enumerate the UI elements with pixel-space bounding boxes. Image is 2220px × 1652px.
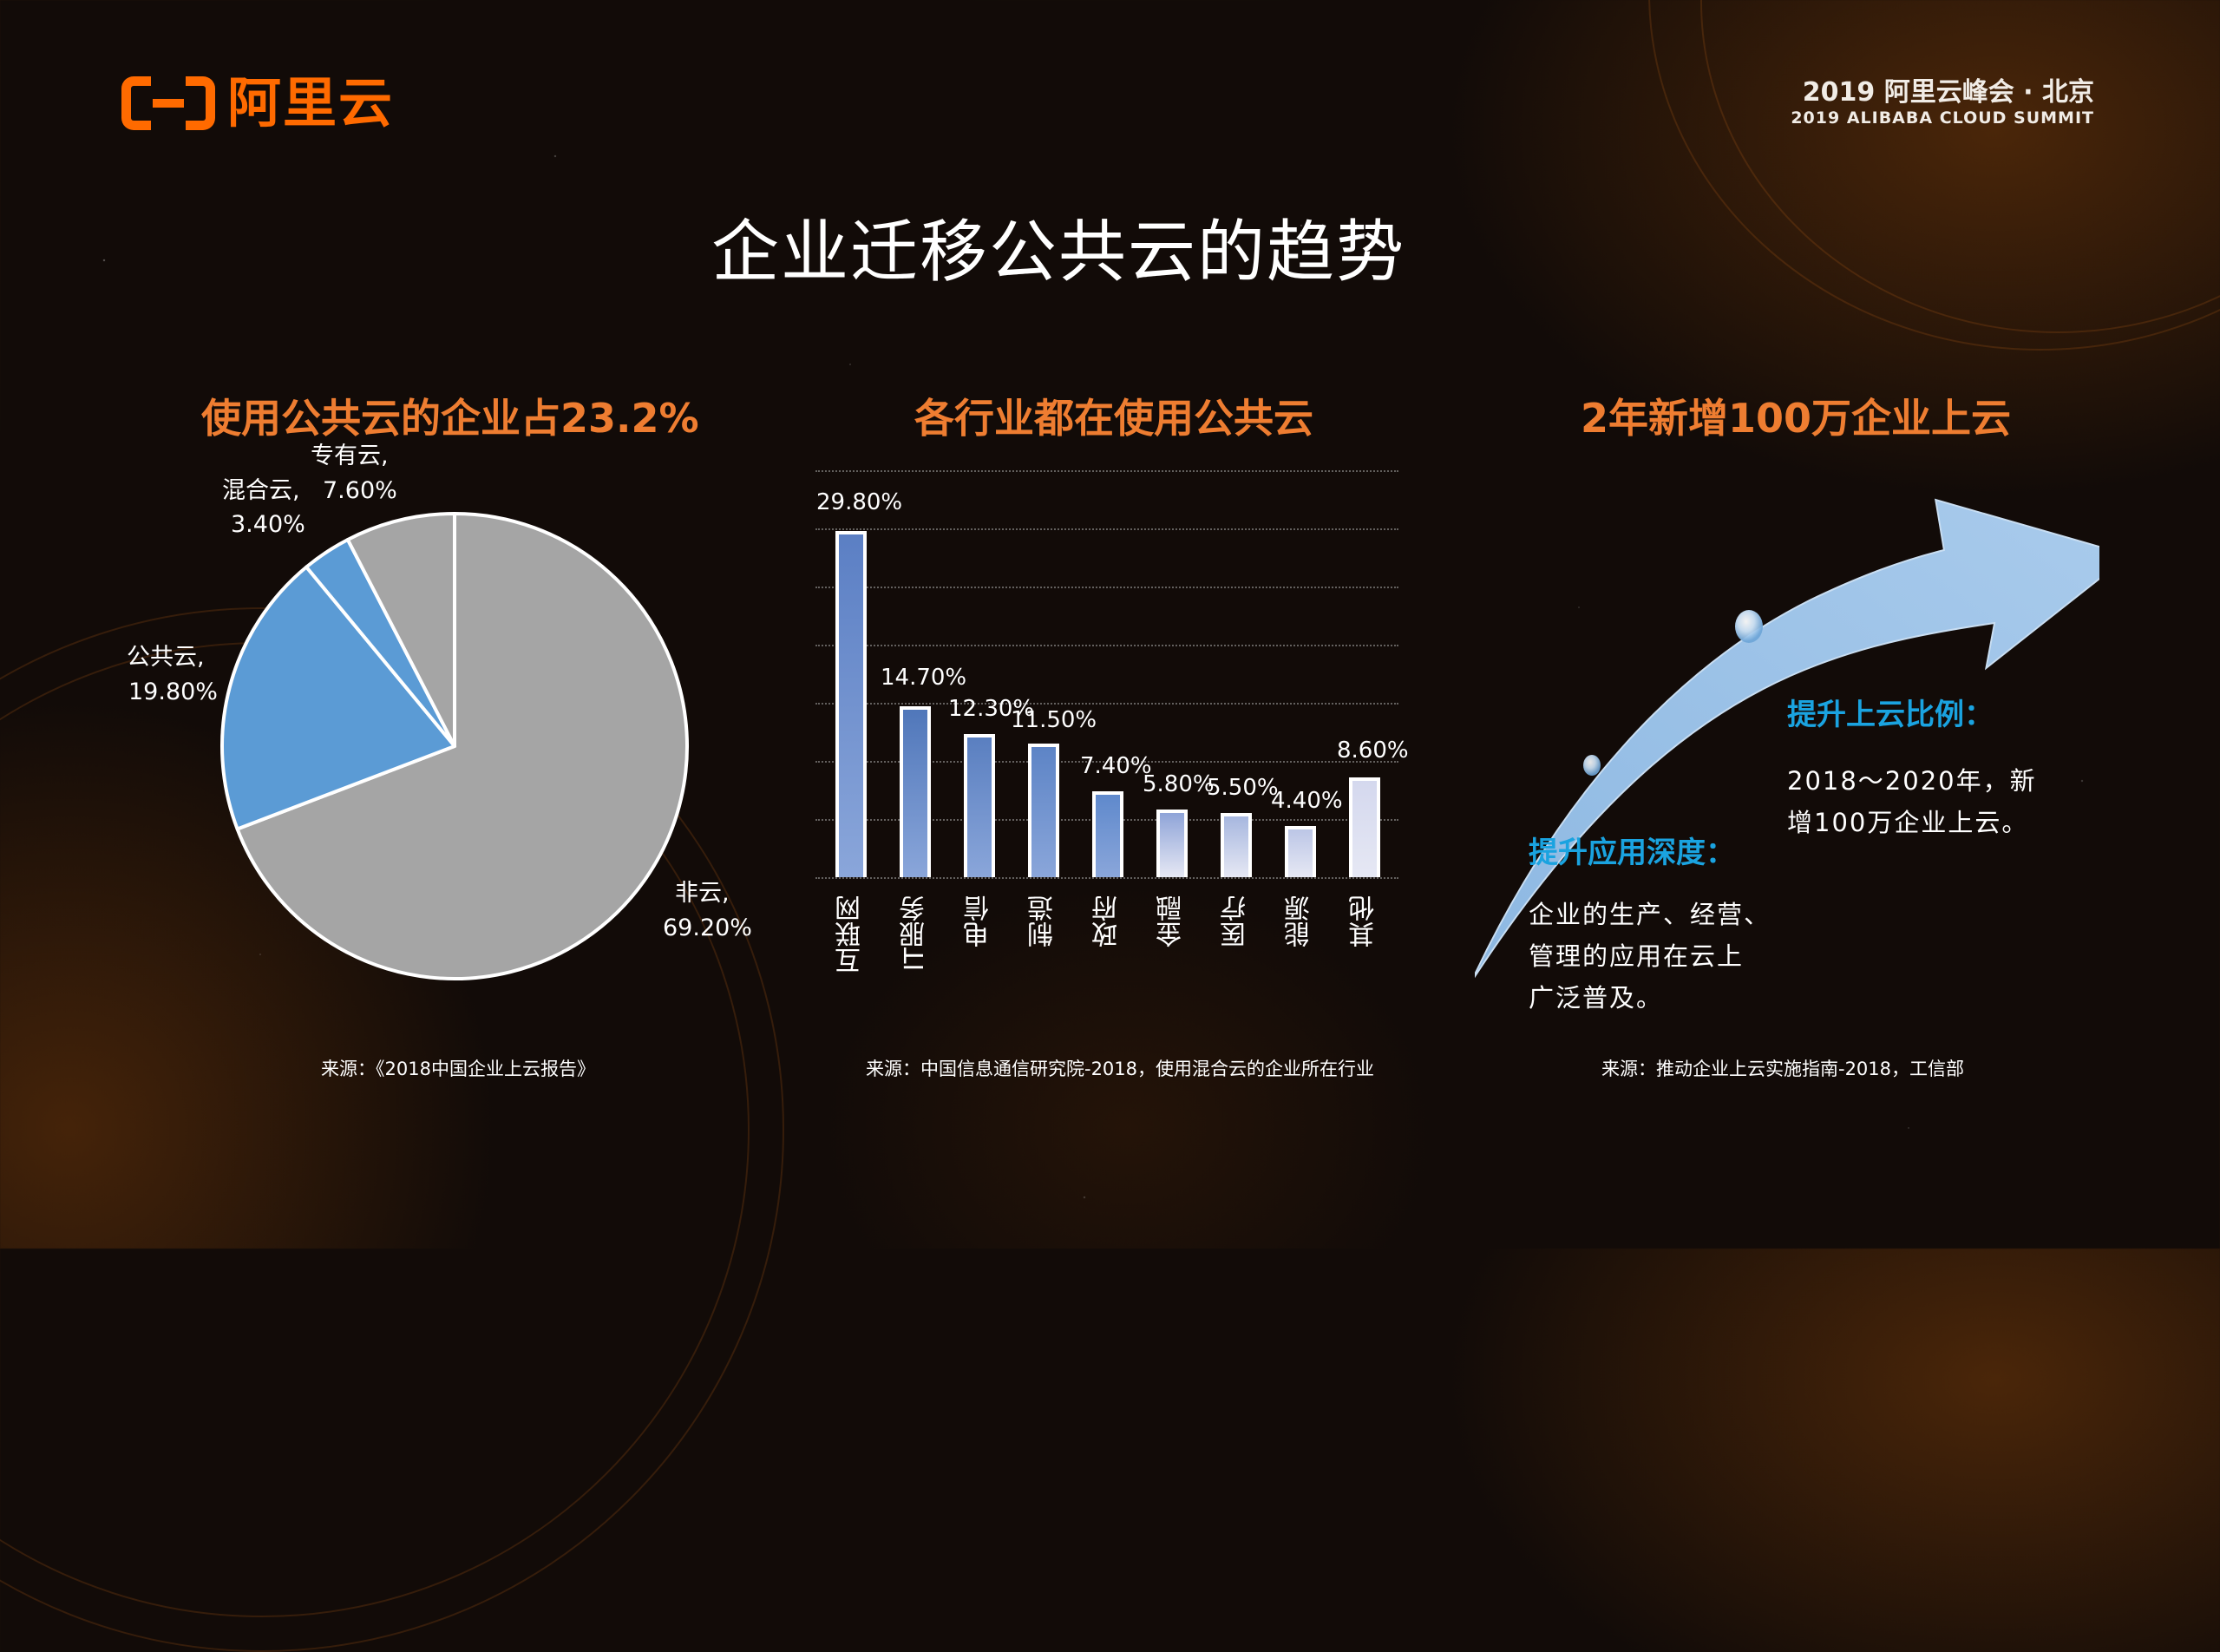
bar-value-label: 12.30%: [948, 696, 1035, 723]
bar-section-title: 各行业都在使用公共云: [914, 395, 1313, 442]
bar-category-label: 电信: [964, 895, 994, 947]
logo-text: 阿里云: [227, 71, 395, 134]
pie-slice-0: [235, 512, 689, 980]
pie-chart: [220, 512, 689, 980]
trend-source-note: 来源：推动企业上云实施指南-2018，工信部: [1601, 1059, 1965, 1079]
bar-0: [835, 530, 867, 877]
pie-label-private-value: 7.60%: [323, 477, 397, 504]
alibaba-cloud-logo: 阿里云: [121, 76, 394, 130]
background-arc: [1648, 0, 2220, 351]
gridline: [815, 877, 1398, 879]
gridline: [815, 528, 1398, 530]
bar-category-label: IT服务: [900, 895, 930, 972]
bar-2: [964, 734, 995, 877]
bar-value-label: 4.40%: [1271, 788, 1343, 815]
point-title-depth: 提升应用深度：: [1529, 836, 1735, 870]
bar-value-label: 14.70%: [881, 665, 967, 692]
bar-category-label: 制造: [1028, 895, 1058, 947]
bar-value-label: 7.40%: [1080, 752, 1152, 779]
gridline: [815, 587, 1398, 588]
pie-label-private-name: 专有云,: [311, 442, 389, 469]
gridline: [815, 703, 1398, 705]
gridline: [815, 470, 1398, 472]
bar-value-label: 5.50%: [1207, 775, 1279, 802]
bar-category-label: 其他: [1349, 895, 1379, 947]
page-title: 企业迁移公共云的趋势: [711, 213, 1405, 292]
point-title-ratio: 提升上云比例：: [1787, 698, 1994, 732]
bar-value-label: 5.80%: [1143, 771, 1215, 798]
point-body-line: 广泛普及。: [1529, 983, 1664, 1013]
pie-slice-1: [220, 565, 456, 831]
bar-category-label: 政府: [1092, 895, 1123, 947]
point-body-line: 企业的生产、经营、: [1529, 900, 1771, 929]
pie-label-noncloud-value: 69.20%: [663, 914, 752, 941]
pie-label-hybrid-value: 3.40%: [231, 511, 305, 538]
trend-section-title: 2年新增100万企业上云: [1581, 395, 2012, 442]
bar-value-label: 8.60%: [1337, 737, 1409, 764]
bar-value-label: 29.80%: [816, 488, 903, 515]
gridline: [815, 645, 1398, 646]
alibaba-cloud-logo-icon: [121, 76, 215, 130]
bar-3: [1028, 743, 1059, 877]
bar-value-label: 11.50%: [1011, 706, 1097, 733]
pie-label-hybrid-name: 混合云,: [222, 477, 300, 504]
point-body-line: 增100万企业上云。: [1787, 808, 2029, 837]
gridline: [815, 761, 1398, 763]
point-body-depth: 企业的生产、经营、 管理的应用在云上 广泛普及。: [1529, 894, 1771, 1019]
bar-6: [1221, 813, 1252, 877]
bar-1: [900, 706, 931, 877]
pie-label-public-name: 公共云,: [127, 644, 205, 671]
pie-label-noncloud-name: 非云,: [675, 880, 730, 907]
bar-4: [1092, 790, 1123, 877]
bar-7: [1285, 826, 1316, 877]
bar-source-note: 来源：中国信息通信研究院-2018，使用混合云的企业所在行业: [866, 1059, 1375, 1079]
point-body-ratio: 2018～2020年，新 增100万企业上云。: [1787, 760, 2037, 843]
summit-title-en: 2019 ALIBABA CLOUD SUMMIT: [1791, 108, 2094, 128]
summit-title-cn: 2019 阿里云峰会 · 北京: [1802, 77, 2094, 108]
bar-category-label: 金融: [1156, 895, 1187, 947]
bar-5: [1156, 810, 1188, 877]
summit-badge: 2019 阿里云峰会 · 北京 2019 ALIBABA CLOUD SUMMI…: [1791, 77, 2094, 128]
bar-8: [1349, 777, 1380, 877]
point-body-line: 2018～2020年，新: [1787, 766, 2037, 796]
pie-label-public-value: 19.80%: [128, 678, 218, 705]
bar-category-label: 互联网: [835, 895, 866, 974]
pie-source-note: 来源：《2018中国企业上云报告》: [321, 1059, 595, 1079]
pie-slice-3: [345, 512, 456, 748]
pie-section-title: 使用公共云的企业占23.2%: [201, 395, 699, 442]
bar-category-label: 能源: [1285, 895, 1315, 947]
growth-arrow-icon: [1475, 498, 2099, 979]
point-body-line: 管理的应用在云上: [1529, 941, 1745, 971]
bar-category-label: 医疗: [1221, 895, 1251, 947]
